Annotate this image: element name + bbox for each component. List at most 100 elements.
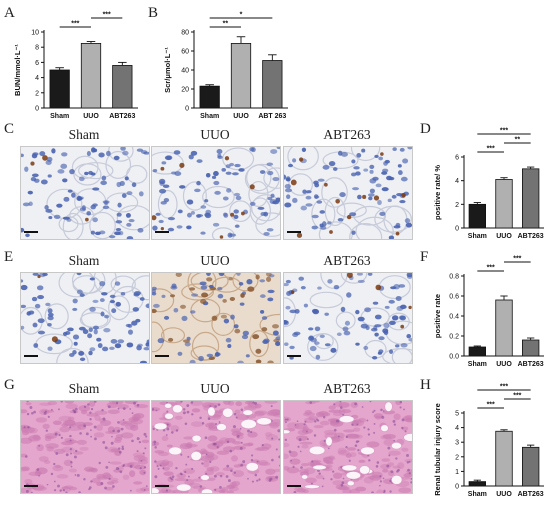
nucleus xyxy=(122,150,129,156)
dilated-lumen xyxy=(301,474,309,480)
nucleus xyxy=(94,437,97,441)
nucleus xyxy=(238,168,245,172)
nucleus xyxy=(378,336,385,341)
nucleus xyxy=(79,432,82,435)
micrograph-g-uuo xyxy=(151,400,281,494)
nucleus xyxy=(395,457,398,460)
nucleus xyxy=(355,171,361,176)
panel-label-e: E xyxy=(4,249,14,265)
nucleus xyxy=(154,460,157,463)
cell-texture xyxy=(206,467,214,472)
nucleus xyxy=(87,333,93,339)
cell-texture xyxy=(258,461,271,466)
nucleus xyxy=(70,452,72,455)
cell-texture xyxy=(163,471,174,476)
cell-texture xyxy=(161,435,169,442)
nucleus xyxy=(53,462,56,466)
nucleus xyxy=(356,423,359,426)
panel-label-f: F xyxy=(420,249,429,265)
nucleus xyxy=(406,334,412,339)
nucleus xyxy=(46,156,53,162)
nucleus xyxy=(315,354,321,360)
nucleus xyxy=(214,352,220,357)
nucleus xyxy=(340,306,346,313)
cell-texture xyxy=(141,439,149,444)
cell-texture xyxy=(166,444,173,448)
nucleus xyxy=(300,285,306,290)
micrograph-c-uuo xyxy=(151,146,281,240)
nucleus xyxy=(217,293,224,299)
cell-texture xyxy=(267,409,280,416)
nucleus xyxy=(225,475,229,478)
nucleus xyxy=(173,307,179,313)
cell-texture xyxy=(166,460,174,468)
positive-stain xyxy=(85,217,89,222)
tubule-outline xyxy=(181,283,215,301)
bar xyxy=(522,339,540,357)
nucleus xyxy=(393,225,401,229)
cell-texture xyxy=(134,464,147,470)
x-tick-label: ABT263 xyxy=(518,491,544,498)
y-tick-label: 0 xyxy=(185,106,189,113)
nucleus xyxy=(314,326,321,332)
nucleus xyxy=(337,218,344,222)
nucleus xyxy=(196,180,201,186)
nucleus xyxy=(74,407,78,411)
cell-texture xyxy=(93,432,105,438)
nucleus xyxy=(375,183,382,188)
nucleus xyxy=(143,488,146,491)
dilated-lumen xyxy=(341,464,358,472)
nucleus xyxy=(235,416,238,419)
nucleus xyxy=(305,203,313,207)
tubule-outline xyxy=(263,167,280,189)
nucleus xyxy=(171,475,175,478)
nucleus xyxy=(285,279,291,284)
nucleus xyxy=(125,213,131,218)
cell-texture xyxy=(304,409,313,415)
cell-texture xyxy=(72,451,84,455)
significance-label: *** xyxy=(487,146,495,153)
nucleus xyxy=(270,405,273,408)
cell-texture xyxy=(96,424,103,432)
nucleus xyxy=(388,320,396,326)
nucleus xyxy=(263,211,269,217)
cell-texture xyxy=(107,409,120,415)
cell-texture xyxy=(176,473,186,479)
nucleus xyxy=(400,176,408,182)
nucleus xyxy=(62,178,68,183)
cell-texture xyxy=(337,486,350,491)
positive-stain xyxy=(160,227,164,231)
tubule-outline xyxy=(248,180,269,208)
nucleus xyxy=(219,474,223,478)
nucleus xyxy=(252,401,255,404)
cell-texture xyxy=(311,401,320,403)
cell-texture xyxy=(83,466,95,472)
nucleus xyxy=(399,406,402,409)
cell-texture xyxy=(64,485,74,489)
nucleus xyxy=(240,463,244,467)
nucleus xyxy=(198,476,201,479)
nucleus xyxy=(67,327,74,332)
y-tick-label: 1 xyxy=(455,469,459,476)
cell-texture xyxy=(54,464,61,469)
nucleus xyxy=(217,403,221,406)
nucleus xyxy=(373,431,376,434)
nucleus xyxy=(161,294,166,299)
nucleus xyxy=(131,320,138,326)
cell-texture xyxy=(235,401,243,407)
nucleus xyxy=(53,489,57,492)
nucleus xyxy=(167,216,175,221)
tubule-outline xyxy=(222,147,255,171)
nucleus xyxy=(392,147,397,151)
nucleus xyxy=(109,300,116,304)
cell-texture xyxy=(343,429,355,433)
significance-label: *** xyxy=(513,393,521,400)
nucleus xyxy=(372,411,374,414)
cell-texture xyxy=(304,417,316,424)
nucleus xyxy=(158,219,164,224)
positive-stain xyxy=(408,305,412,310)
cell-texture xyxy=(265,468,276,475)
nucleus xyxy=(216,148,223,154)
nucleus xyxy=(308,327,314,331)
significance-label: * xyxy=(240,12,243,19)
